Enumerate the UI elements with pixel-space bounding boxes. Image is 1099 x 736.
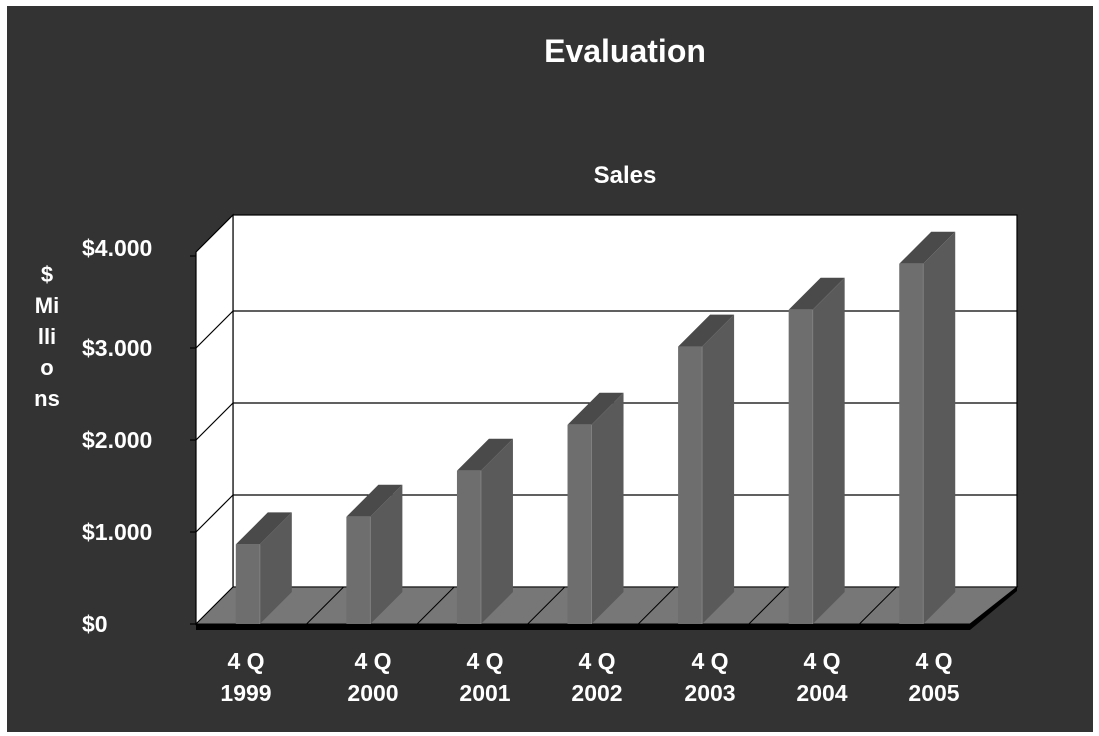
floor-divider	[306, 586, 344, 625]
bar	[678, 346, 703, 624]
bar	[346, 516, 371, 624]
floor-divider	[748, 586, 787, 625]
floor-divider	[637, 586, 676, 625]
slide: Evaluation Sales $ Mi lli o ns $0 $1.000 $…	[7, 6, 1093, 732]
bar-side	[923, 231, 956, 625]
chart-base-side	[970, 587, 1017, 630]
floor-divider	[527, 586, 566, 625]
bar	[899, 263, 924, 624]
x-tick-label: 4 Q 2003	[684, 648, 735, 706]
y-tick-label: $0	[82, 611, 108, 637]
y-axis-label: $ Mi lli o ns	[34, 262, 60, 411]
chart-side-wall	[195, 213, 234, 626]
bar-top	[235, 512, 292, 545]
floor-divider	[416, 586, 455, 625]
bar-side	[702, 314, 735, 624]
bar-top	[678, 314, 735, 347]
chart-title: Evaluation	[544, 33, 706, 69]
bar-top	[346, 484, 403, 517]
x-tick-label: 4 Q 2001	[459, 648, 510, 706]
bar	[788, 309, 813, 624]
bar-side	[370, 484, 403, 624]
bar-top	[899, 231, 956, 264]
gridline-side	[195, 310, 234, 349]
gridline-side	[195, 494, 234, 533]
x-tick-label: 4 Q 2005	[908, 648, 959, 706]
x-tick-label: 4 Q 1999	[220, 648, 271, 706]
bar	[456, 470, 481, 624]
bar-side	[591, 392, 624, 624]
bar-side	[480, 438, 513, 624]
gridline-side	[195, 402, 234, 441]
bar-top	[788, 277, 845, 310]
y-tick-label: $3.000	[82, 335, 152, 361]
bar-side	[259, 512, 292, 624]
y-tick-label: $4.000	[82, 235, 152, 261]
floor-divider	[859, 586, 897, 625]
x-tick-label: 4 Q 2002	[571, 648, 622, 706]
y-tick-label: $2.000	[82, 427, 152, 453]
bar-top	[456, 438, 513, 471]
bar	[567, 424, 592, 624]
y-tick-label: $1.000	[82, 519, 152, 545]
bar	[235, 544, 260, 624]
x-tick-label: 4 Q 2000	[347, 648, 398, 706]
x-tick-label: 4 Q 2004	[796, 648, 847, 706]
bar-chart: $0 $1.000 $2.000 $3.000 $4.000 4 Q 1999 4 Q 2000…	[82, 213, 1019, 706]
bar-top	[567, 392, 624, 425]
bar-side	[812, 277, 845, 624]
chart-subtitle: Sales	[593, 162, 657, 189]
chart-base	[196, 624, 970, 630]
